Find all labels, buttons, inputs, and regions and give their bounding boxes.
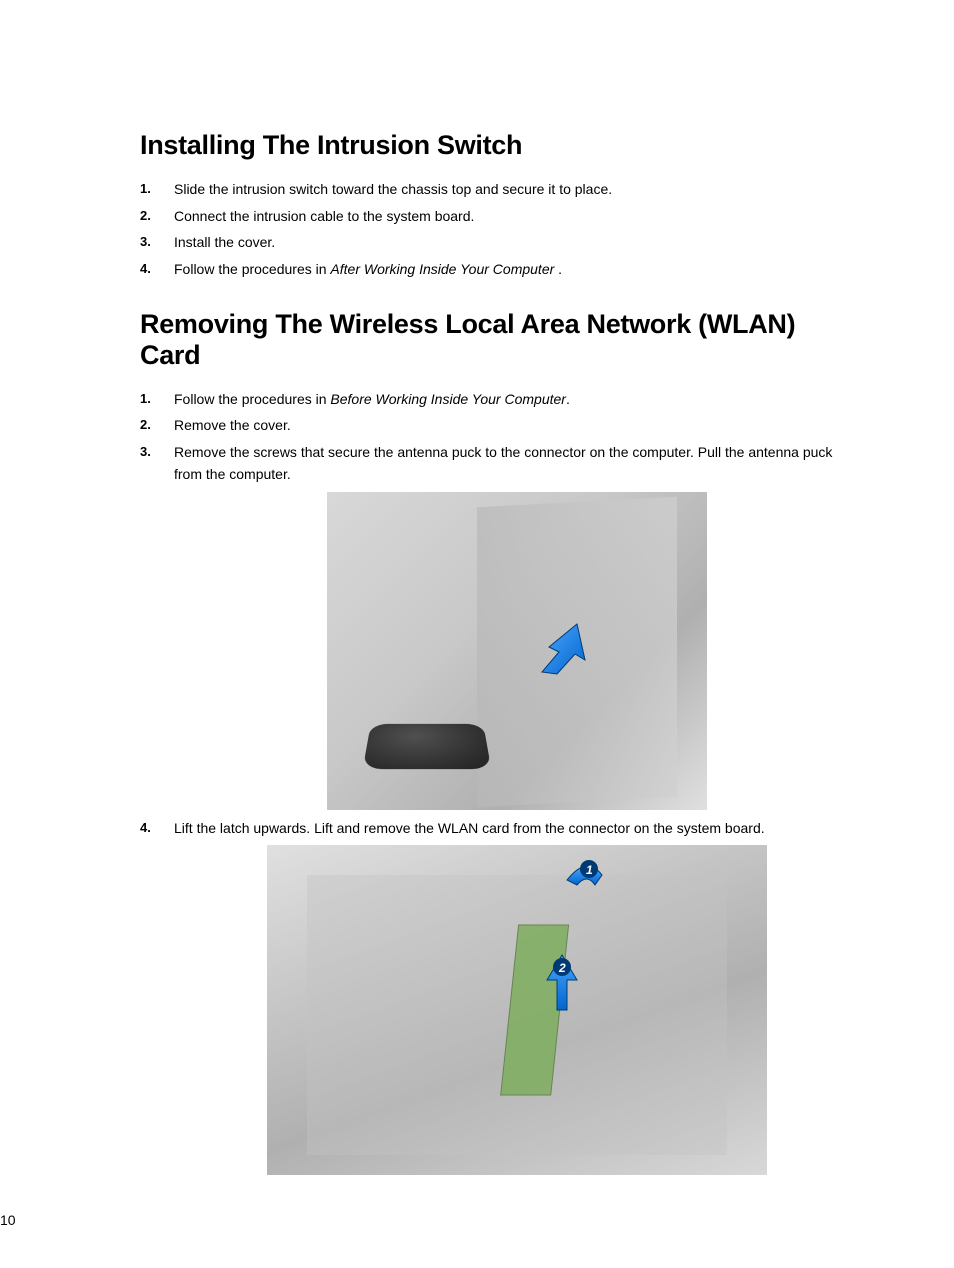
step-text: Lift the latch upwards. Lift and remove … [174, 820, 765, 836]
ordered-list-install-intrusion: Slide the intrusion switch toward the ch… [140, 179, 859, 281]
page-number: 10 [0, 1212, 16, 1228]
list-item: Lift the latch upwards. Lift and remove … [174, 818, 859, 1176]
list-item: Install the cover. [174, 232, 859, 254]
figure-svg: 1 2 [267, 845, 767, 1175]
step-italic: After Working Inside Your Computer [330, 261, 558, 277]
step-italic: Before Working Inside Your Computer [330, 391, 566, 407]
figure-antenna-puck [327, 492, 707, 810]
list-item: Connect the intrusion cable to the syste… [174, 206, 859, 228]
arrow-icon [527, 612, 597, 682]
svg-text:2: 2 [558, 961, 566, 975]
list-item: Remove the screws that secure the antenn… [174, 442, 859, 809]
svg-text:1: 1 [586, 863, 593, 877]
list-item: Remove the cover. [174, 415, 859, 437]
step-prefix: Follow the procedures in [174, 261, 330, 277]
ordered-list-remove-wlan: Follow the procedures in Before Working … [140, 389, 859, 1175]
section-heading-remove-wlan: Removing The Wireless Local Area Network… [140, 309, 859, 371]
step-text: Remove the screws that secure the antenn… [174, 444, 832, 482]
puck-shape [362, 723, 491, 768]
list-item: Slide the intrusion switch toward the ch… [174, 179, 859, 201]
step-suffix: . [558, 261, 562, 277]
figure-wlan-card: 1 2 [267, 845, 767, 1175]
document-page: Installing The Intrusion Switch Slide th… [0, 0, 954, 1263]
section-heading-install-intrusion: Installing The Intrusion Switch [140, 130, 859, 161]
step-prefix: Follow the procedures in [174, 391, 330, 407]
step-suffix: . [566, 391, 570, 407]
list-item: Follow the procedures in After Working I… [174, 259, 859, 281]
list-item: Follow the procedures in Before Working … [174, 389, 859, 411]
